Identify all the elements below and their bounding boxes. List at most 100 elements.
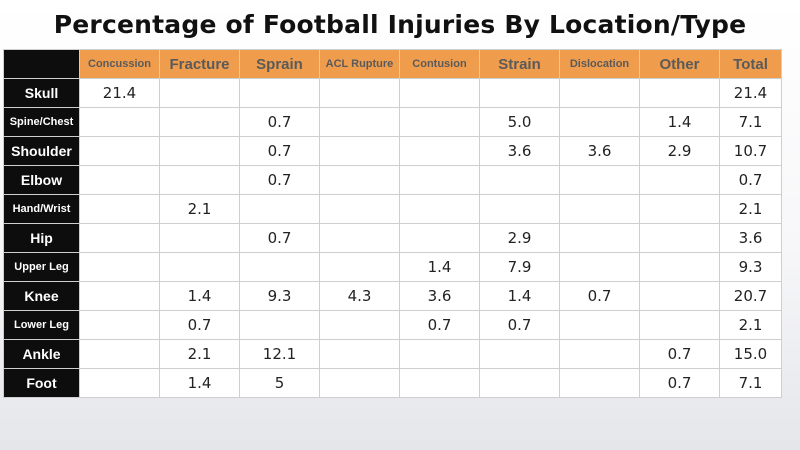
- table-cell: [559, 310, 640, 340]
- table-cell: [479, 194, 560, 224]
- table-cell: 9.3: [239, 281, 320, 311]
- table-cell: 0.7: [639, 368, 720, 398]
- table-cell: 3.6: [479, 136, 560, 166]
- table-cell: 0.7: [239, 107, 320, 137]
- table-cell: [479, 368, 560, 398]
- column-header-acl-rupture: ACL Rupture: [319, 49, 400, 79]
- table-cell: 2.9: [479, 223, 560, 253]
- table-row: Skull 21.4 21.4: [3, 78, 782, 108]
- table-cell: 4.3: [319, 281, 400, 311]
- table-cell: [79, 339, 160, 369]
- table-cell: [79, 310, 160, 340]
- table-cell: 1.4: [159, 281, 240, 311]
- table-body: Skull 21.4 21.4 Spine/Chest 0.7 5.0 1.4 7.1 Shou…: [3, 78, 782, 398]
- table-cell: [239, 310, 320, 340]
- table-row: Hip 0.7 2.9 3.6: [3, 223, 782, 253]
- table-row: Upper Leg 1.4 7.9 9.3: [3, 252, 782, 282]
- table-cell: 7.1: [719, 368, 782, 398]
- table-cell: [79, 136, 160, 166]
- table-cell: [159, 165, 240, 195]
- row-header: Lower Leg: [3, 310, 80, 340]
- table-cell: [639, 78, 720, 108]
- row-header: Skull: [3, 78, 80, 108]
- table-cell: 0.7: [559, 281, 640, 311]
- table-cell: [399, 107, 480, 137]
- table-row: Lower Leg 0.7 0.7 0.7 2.1: [3, 310, 782, 340]
- table-cell: [639, 194, 720, 224]
- table-cell: [399, 339, 480, 369]
- table-cell: 3.6: [399, 281, 480, 311]
- table-cell: [559, 223, 640, 253]
- row-header: Upper Leg: [3, 252, 80, 282]
- row-header: Hip: [3, 223, 80, 253]
- row-header: Shoulder: [3, 136, 80, 166]
- table-header-row: Concussion Fracture Sprain ACL Rupture C…: [3, 49, 782, 79]
- table-row: Foot 1.4 5 0.7 7.1: [3, 368, 782, 398]
- table-cell: 0.7: [479, 310, 560, 340]
- row-header: Hand/Wrist: [3, 194, 80, 224]
- table-row: Spine/Chest 0.7 5.0 1.4 7.1: [3, 107, 782, 137]
- table-cell: 2.9: [639, 136, 720, 166]
- table-cell: [399, 165, 480, 195]
- table-cell: [399, 194, 480, 224]
- table-cell: [479, 78, 560, 108]
- column-header-other: Other: [639, 49, 720, 79]
- table-cell: 7.9: [479, 252, 560, 282]
- table-cell: 2.1: [159, 194, 240, 224]
- table-cell: 21.4: [719, 78, 782, 108]
- column-header-strain: Strain: [479, 49, 560, 79]
- table-cell: [159, 78, 240, 108]
- table-cell: 0.7: [399, 310, 480, 340]
- column-header-fracture: Fracture: [159, 49, 240, 79]
- row-header: Spine/Chest: [3, 107, 80, 137]
- column-header-concussion: Concussion: [79, 49, 160, 79]
- table-row: Elbow 0.7 0.7: [3, 165, 782, 195]
- page-title: Percentage of Football Injuries By Locat…: [53, 10, 747, 39]
- table-cell: [319, 252, 400, 282]
- row-header: Knee: [3, 281, 80, 311]
- table-cell: 0.7: [239, 223, 320, 253]
- table-cell: [239, 252, 320, 282]
- table-cell: [559, 194, 640, 224]
- table-cell: [559, 252, 640, 282]
- table-cell: [319, 310, 400, 340]
- table-cell: 1.4: [399, 252, 480, 282]
- table-cell: [159, 136, 240, 166]
- table-cell: 0.7: [719, 165, 782, 195]
- table-cell: 3.6: [559, 136, 640, 166]
- table-cell: [399, 136, 480, 166]
- table-cell: [319, 78, 400, 108]
- table-cell: [79, 368, 160, 398]
- table-cell: 21.4: [79, 78, 160, 108]
- table-cell: [319, 223, 400, 253]
- table-cell: [319, 194, 400, 224]
- column-header-dislocation: Dislocation: [559, 49, 640, 79]
- table-cell: 0.7: [239, 136, 320, 166]
- table-cell: [79, 223, 160, 253]
- table-cell: [399, 368, 480, 398]
- table-row: Ankle 2.1 12.1 0.7 15.0: [3, 339, 782, 369]
- row-header: Ankle: [3, 339, 80, 369]
- table-cell: [639, 165, 720, 195]
- table-cell: [319, 136, 400, 166]
- table-cell: [239, 78, 320, 108]
- table-cell: [319, 107, 400, 137]
- table-cell: [159, 107, 240, 137]
- table-cell: 0.7: [239, 165, 320, 195]
- table-cell: [639, 252, 720, 282]
- table-cell: 3.6: [719, 223, 782, 253]
- table-cell: 1.4: [639, 107, 720, 137]
- row-header: Foot: [3, 368, 80, 398]
- column-header-sprain: Sprain: [239, 49, 320, 79]
- table-cell: [319, 165, 400, 195]
- table-cell: [319, 339, 400, 369]
- table-cell: 12.1: [239, 339, 320, 369]
- table-cell: 5.0: [479, 107, 560, 137]
- table-cell: [79, 252, 160, 282]
- row-header: Elbow: [3, 165, 80, 195]
- table-cell: [479, 339, 560, 369]
- table-cell: 7.1: [719, 107, 782, 137]
- injury-table: Concussion Fracture Sprain ACL Rupture C…: [3, 49, 782, 398]
- table-cell: [639, 223, 720, 253]
- table-cell: [79, 165, 160, 195]
